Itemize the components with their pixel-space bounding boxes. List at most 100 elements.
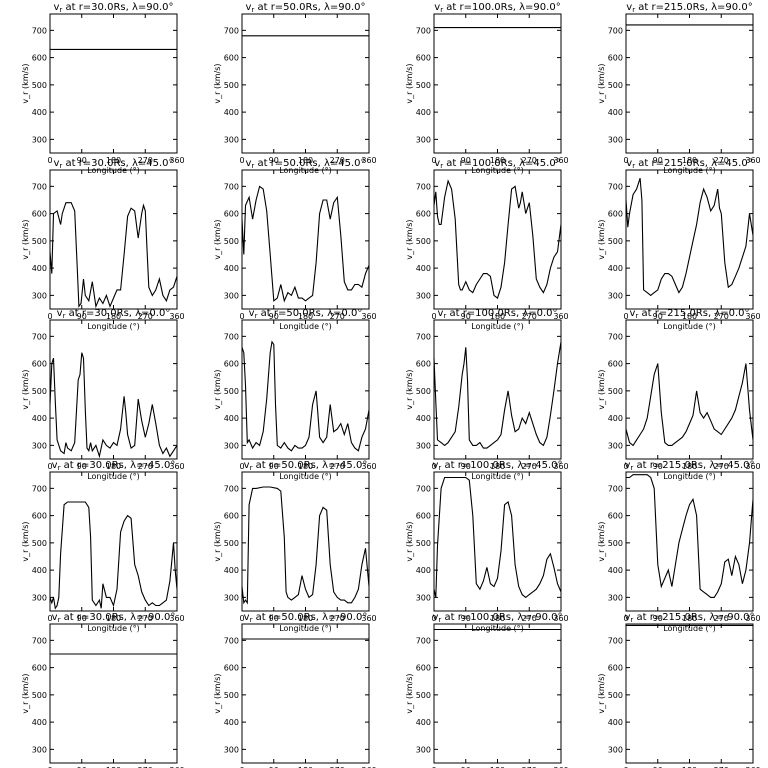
y-tick-label: 500 <box>416 387 431 396</box>
y-axis-label: v_r (km/s) <box>213 369 222 409</box>
x-tick-label: 360 <box>745 766 760 768</box>
y-tick-label: 700 <box>608 332 623 341</box>
plot-frame <box>433 471 562 612</box>
y-axis-label: v_r (km/s) <box>405 673 414 713</box>
x-tick-label: 0 <box>239 766 244 768</box>
panel-title: vr at r=30.0Rs, λ=90.0° <box>53 2 173 14</box>
y-tick-label: 600 <box>416 512 431 521</box>
x-tick-label: 0 <box>623 312 628 321</box>
y-tick-label: 700 <box>416 636 431 645</box>
y-tick-label: 500 <box>608 539 623 548</box>
x-axis-label: Longitude (°) <box>87 322 140 331</box>
x-tick-label: 90 <box>461 156 471 165</box>
y-tick-label: 500 <box>416 691 431 700</box>
plot-frame <box>241 169 370 310</box>
y-tick-label: 600 <box>416 664 431 673</box>
y-tick-label: 400 <box>416 264 431 273</box>
x-tick-label: 90 <box>77 766 87 768</box>
x-tick-label: 270 <box>714 766 729 768</box>
x-tick-label: 270 <box>138 156 153 165</box>
y-tick-label: 300 <box>32 135 47 144</box>
y-tick-label: 300 <box>416 441 431 450</box>
y-tick-label: 600 <box>32 210 47 219</box>
x-axis-label: Longitude (°) <box>663 624 716 633</box>
y-tick-label: 600 <box>608 360 623 369</box>
y-tick-label: 600 <box>416 360 431 369</box>
y-tick-label: 500 <box>416 237 431 246</box>
y-tick-label: 400 <box>608 566 623 575</box>
vr-series-line <box>49 202 178 309</box>
x-tick-label: 360 <box>553 312 568 321</box>
x-tick-label: 270 <box>522 312 537 321</box>
plot-frame <box>49 623 178 764</box>
panel-3-2: vr at r=100.0Rs, λ=-45.0°0 90 180 270 360300… <box>405 460 569 633</box>
x-tick-label: 180 <box>298 156 313 165</box>
y-tick-label: 400 <box>416 566 431 575</box>
y-tick-label: 600 <box>32 664 47 673</box>
x-tick-label: 90 <box>269 156 279 165</box>
panel-title: vr at r=30.0Rs, λ=45.0° <box>53 158 173 170</box>
x-tick-label: 270 <box>714 462 729 471</box>
x-tick-label: 0 <box>623 766 628 768</box>
x-tick-label: 180 <box>490 766 505 768</box>
x-tick-label: 360 <box>745 156 760 165</box>
y-tick-label: 500 <box>32 81 47 90</box>
y-tick-label: 500 <box>224 691 239 700</box>
y-tick-label: 400 <box>32 108 47 117</box>
x-tick-label: 0 <box>431 614 436 623</box>
y-axis-label: v_r (km/s) <box>597 63 606 103</box>
panel-title: vr at r=215.0Rs, λ=45.0° <box>626 158 752 170</box>
y-tick-label: 400 <box>416 718 431 727</box>
vr-series-line <box>625 178 754 297</box>
panel-4-3: vr at r=215.0Rs, λ=-90.0°090180270360300… <box>597 612 761 768</box>
plot-frame <box>625 13 754 154</box>
y-tick-label: 400 <box>32 718 47 727</box>
x-tick-label: 0 <box>623 614 628 623</box>
x-tick-label: 270 <box>330 614 345 623</box>
vr-series-line <box>49 352 178 459</box>
y-tick-label: 700 <box>608 26 623 35</box>
panel-3-0: vr at r=30.0Rs, λ=-45.0°0 90 180 270 3603004… <box>21 460 185 633</box>
x-tick-label: 270 <box>330 462 345 471</box>
vr-series-line <box>241 340 370 452</box>
x-tick-label: 360 <box>361 156 376 165</box>
y-tick-label: 300 <box>416 745 431 754</box>
x-tick-label: 180 <box>682 462 697 471</box>
x-tick-label: 180 <box>490 312 505 321</box>
x-tick-label: 360 <box>553 766 568 768</box>
y-tick-label: 300 <box>224 745 239 754</box>
x-tick-label: 0 <box>47 766 52 768</box>
x-tick-label: 270 <box>522 156 537 165</box>
panel-title: vr at r=50.0Rs, λ=-45.0° <box>244 460 368 472</box>
x-tick-label: 0 <box>47 614 52 623</box>
y-axis-label: v_r (km/s) <box>21 369 30 409</box>
y-tick-label: 300 <box>608 135 623 144</box>
y-tick-label: 700 <box>32 182 47 191</box>
x-tick-label: 90 <box>653 462 663 471</box>
x-axis-label: Longitude (°) <box>663 472 716 481</box>
vr-series-line <box>626 474 754 598</box>
y-axis-label: v_r (km/s) <box>597 219 606 259</box>
y-tick-label: 600 <box>608 664 623 673</box>
y-tick-label: 400 <box>608 264 623 273</box>
panel-title: vr at r=215.0Rs, λ=0.0° <box>629 308 749 320</box>
x-tick-label: 270 <box>714 614 729 623</box>
x-tick-label: 90 <box>653 766 663 768</box>
y-tick-label: 600 <box>608 210 623 219</box>
vr-series-line <box>625 363 754 447</box>
vr-series-line <box>433 476 562 599</box>
panel-0-3: vr at r=215.0Rs, λ=90.0° 0 90 180 270 360 300 4… <box>597 2 761 175</box>
y-tick-label: 500 <box>32 387 47 396</box>
y-tick-label: 400 <box>416 414 431 423</box>
x-tick-label: 360 <box>361 462 376 471</box>
x-tick-label: 360 <box>169 766 184 768</box>
panel-title: vr at r=215.0Rs, λ=-45.0° <box>624 460 754 472</box>
x-tick-label: 360 <box>745 462 760 471</box>
x-tick-label: 180 <box>682 766 697 768</box>
x-tick-label: 360 <box>361 312 376 321</box>
y-tick-label: 400 <box>608 414 623 423</box>
y-tick-label: 400 <box>32 414 47 423</box>
y-tick-label: 300 <box>224 593 239 602</box>
y-tick-label: 400 <box>224 718 239 727</box>
